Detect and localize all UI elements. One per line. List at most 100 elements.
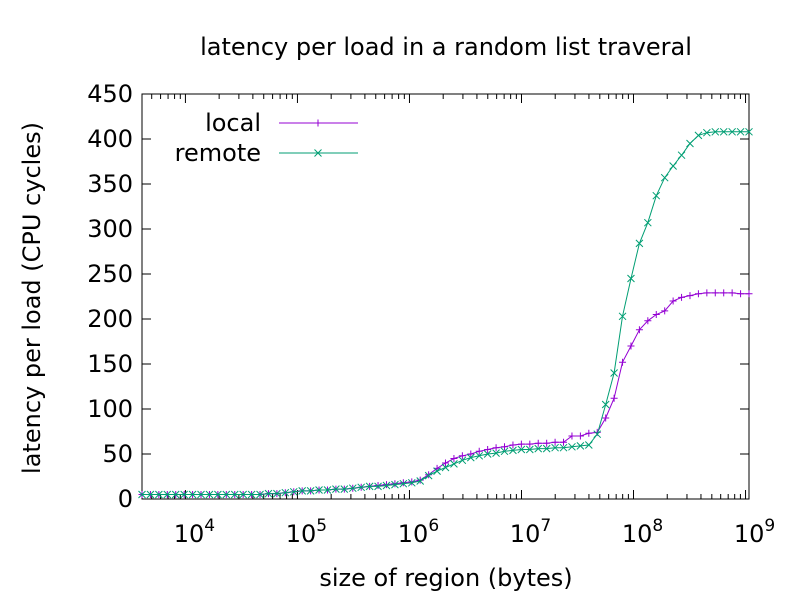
point-local [374, 482, 382, 489]
point-local [585, 429, 593, 437]
point-remote [610, 369, 618, 377]
point-remote [222, 490, 231, 499]
point-remote [441, 463, 450, 472]
point-local [610, 394, 618, 402]
point-remote [450, 460, 458, 468]
point-local [517, 440, 525, 448]
point-remote [289, 487, 298, 496]
point-remote [669, 162, 677, 170]
point-remote [711, 127, 720, 136]
y-tick-label: 450 [87, 80, 133, 108]
y-tick-label: 250 [87, 260, 133, 288]
point-remote [332, 485, 340, 493]
point-remote [306, 487, 315, 495]
point-remote [492, 449, 500, 457]
point-remote [593, 430, 602, 439]
point-remote [188, 490, 197, 499]
point-local [644, 317, 652, 325]
point-remote [247, 490, 256, 499]
point-local [467, 450, 475, 458]
point-remote [340, 485, 349, 493]
point-local [619, 358, 627, 366]
point-remote [230, 490, 239, 499]
point-local [711, 289, 719, 297]
point-remote [138, 490, 146, 499]
point-remote [323, 486, 332, 494]
point-remote [475, 451, 484, 460]
point-local [703, 289, 711, 297]
y-tick-label: 100 [87, 395, 133, 423]
point-remote [171, 490, 180, 499]
point-remote [627, 274, 635, 283]
point-local [391, 480, 399, 488]
point-remote [365, 482, 374, 491]
point-local [543, 439, 551, 447]
point-remote [509, 446, 517, 455]
point-remote [382, 481, 391, 490]
x-tick-label: 108 [622, 516, 663, 548]
point-remote [298, 487, 307, 495]
point-local [382, 481, 390, 489]
point-remote [652, 191, 661, 200]
point-remote [525, 445, 534, 454]
point-remote [239, 490, 248, 499]
y-tick-label: 0 [118, 485, 133, 513]
point-remote [702, 128, 711, 137]
point-local [551, 438, 559, 446]
point-remote [424, 471, 433, 480]
point-remote [534, 444, 543, 453]
point-local [720, 289, 728, 297]
x-tick-label: 109 [734, 516, 775, 548]
point-local [484, 446, 492, 453]
point-local [526, 440, 534, 448]
point-local [635, 326, 643, 334]
x-axis-label: size of region (bytes) [319, 564, 572, 592]
point-local [509, 441, 517, 449]
point-remote [559, 443, 568, 452]
point-local [475, 447, 483, 455]
point-local [669, 297, 677, 305]
point-remote [660, 173, 669, 182]
legend-label-remote: remote [175, 139, 261, 167]
y-tick-label: 200 [87, 305, 133, 333]
point-remote [728, 127, 736, 136]
point-remote [391, 480, 399, 489]
point-local [442, 459, 449, 467]
point-remote [374, 482, 382, 491]
point-remote [736, 127, 745, 136]
series-line-remote [142, 131, 749, 495]
point-local [602, 414, 610, 422]
point-remote [568, 442, 576, 451]
point-remote [643, 218, 652, 227]
point-remote [180, 490, 189, 499]
point-remote [466, 453, 475, 462]
x-tick-label: 104 [174, 516, 215, 548]
point-local [694, 290, 702, 298]
point-remote [348, 484, 357, 493]
y-tick-label: 400 [87, 125, 133, 153]
point-local [728, 289, 736, 297]
point-remote [163, 490, 172, 499]
y-axis-label: latency per load (CPU cycles) [18, 122, 46, 474]
point-remote [584, 441, 593, 449]
point-remote [745, 127, 753, 136]
x-tick-label: 107 [510, 516, 551, 548]
point-remote [273, 489, 281, 498]
point-remote [576, 442, 585, 450]
point-remote [694, 131, 703, 140]
point-local [652, 311, 660, 318]
point-local [560, 438, 568, 446]
legend-marker-local [314, 119, 322, 127]
point-local [661, 307, 669, 315]
point-remote [601, 400, 610, 409]
point-remote [618, 312, 627, 321]
point-local [534, 439, 542, 447]
point-remote [399, 479, 408, 488]
point-remote [635, 239, 644, 248]
x-tick-label: 106 [398, 516, 439, 548]
point-remote [433, 467, 441, 475]
legend-label-local: local [205, 109, 261, 137]
point-remote [542, 444, 551, 453]
point-local [745, 290, 753, 298]
